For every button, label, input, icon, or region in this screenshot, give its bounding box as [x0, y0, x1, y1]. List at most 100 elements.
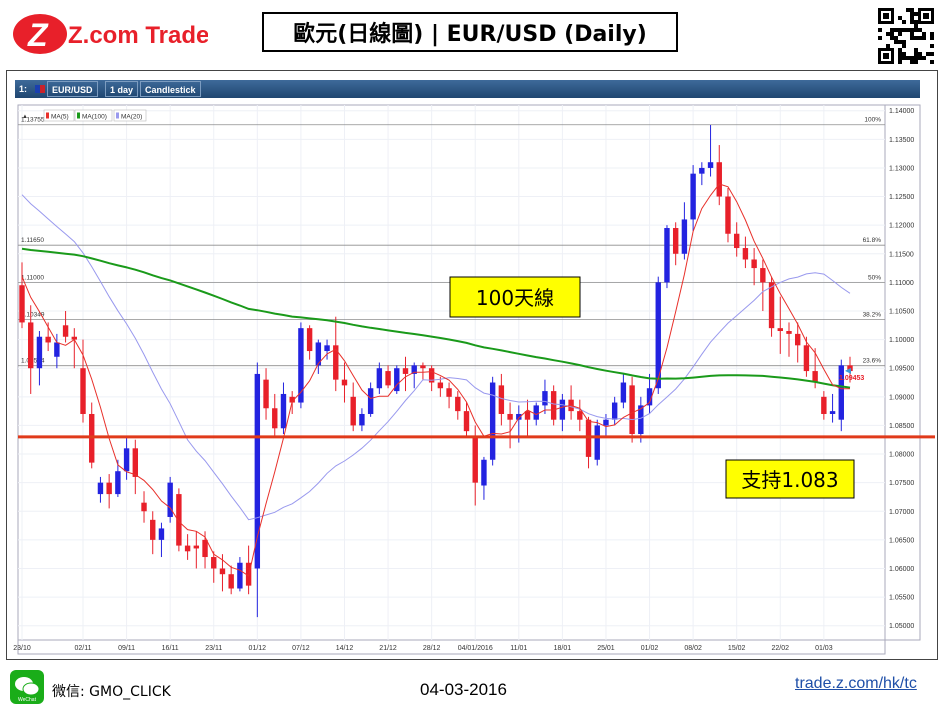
fib-percent-label: 23.6%: [863, 358, 882, 365]
qr-code[interactable]: [878, 8, 934, 64]
candle-body: [411, 365, 417, 374]
ma20-line: [21, 194, 851, 521]
candle-body: [455, 396, 461, 412]
candle-body: [202, 539, 208, 558]
candle-body: [803, 345, 810, 372]
candle-body: [62, 325, 69, 337]
candle-body: [141, 502, 147, 512]
candle-body: [367, 388, 374, 414]
candle-body: [306, 328, 313, 352]
wechat-id: 微信: GMO_CLICK: [52, 684, 171, 700]
x-tick-label: 22/02: [772, 645, 790, 652]
legend-collapse-icon: ▲: [22, 114, 28, 120]
candle-body: [237, 562, 243, 589]
candle-body: [280, 393, 287, 429]
legend-swatch: [46, 112, 49, 119]
candle-body: [341, 379, 348, 386]
candle-body: [167, 482, 173, 517]
logo-text: Z.com Trade: [68, 22, 208, 49]
x-tick-label: 18/01: [554, 645, 572, 652]
candle-body: [184, 545, 191, 552]
y-tick-label: 1.12000: [889, 223, 914, 230]
x-tick-label: 28/12: [423, 645, 441, 652]
candle-body: [594, 425, 600, 460]
y-tick-label: 1.13000: [889, 165, 914, 172]
fib-percent-label: 38.2%: [863, 312, 882, 319]
x-tick-label: 07/12: [292, 645, 310, 652]
y-tick-label: 1.08500: [889, 423, 914, 430]
candle-body: [315, 342, 322, 366]
candle-body: [498, 385, 505, 414]
legend-label: MA(5): [51, 114, 69, 121]
candle-body: [821, 396, 827, 414]
candle-body: [672, 228, 679, 254]
candle-body: [681, 219, 688, 254]
candle-body: [463, 411, 470, 432]
candle-body: [777, 328, 783, 332]
candle-body: [489, 382, 496, 460]
candle-body: [655, 282, 661, 389]
candle-body: [533, 405, 539, 420]
y-tick-label: 1.10500: [889, 308, 914, 315]
candle-body: [263, 379, 269, 409]
candle-body: [829, 411, 836, 414]
y-tick-label: 1.06000: [889, 566, 914, 573]
price-axis-area: [884, 104, 921, 641]
candle-body: [812, 371, 818, 383]
chart-frame: [6, 70, 938, 660]
website-link[interactable]: trade.z.com/hk/tc: [795, 675, 917, 692]
support-annotation-box: [725, 459, 855, 499]
candle-body: [664, 228, 670, 283]
candle-body: [298, 328, 304, 403]
candle-body: [359, 413, 365, 426]
candle-body: [524, 411, 531, 420]
x-tick-label: 09/11: [118, 645, 135, 652]
y-tick-label: 1.11500: [889, 251, 914, 258]
candle-body: [699, 167, 705, 174]
legend-label: MA(20): [121, 114, 142, 121]
candle-body: [611, 402, 618, 420]
candle-body: [385, 371, 391, 386]
x-tick-label: 08/02: [684, 645, 702, 652]
legend-item: MA(5): [43, 109, 75, 122]
fib-price-label: 1.13755: [21, 117, 45, 124]
candle-body: [420, 365, 426, 369]
candle-body: [847, 365, 853, 372]
x-tick-label: 04/01/2016: [458, 645, 493, 652]
wechat-icon[interactable]: WeChat: [10, 670, 44, 704]
ma100-annotation-label: 100天線: [476, 286, 554, 310]
legend-item: MA(100): [74, 109, 113, 122]
candle-body: [45, 336, 51, 343]
candle-body: [507, 413, 513, 420]
y-tick-label: 1.08000: [889, 452, 914, 459]
support-annotation: 支持1.083: [725, 459, 855, 499]
candle-body: [272, 408, 278, 429]
candle-body: [559, 399, 566, 420]
candle-body: [795, 333, 801, 346]
x-tick-label: 01/12: [249, 645, 267, 652]
candle-body: [725, 196, 731, 234]
candle-body: [603, 419, 609, 426]
legend-label: MA(100): [82, 114, 107, 121]
plot-area: [17, 104, 886, 641]
symbol-tab[interactable]: EUR/USD: [47, 81, 98, 97]
chart-type-tab[interactable]: Candlestick: [140, 81, 201, 97]
y-tick-label: 1.10000: [889, 337, 914, 344]
candle-body: [97, 482, 104, 495]
x-tick-label: 16/11: [162, 645, 179, 652]
candle-body: [350, 396, 356, 426]
x-tick-label: 25/01: [597, 645, 615, 652]
candle-body: [516, 413, 522, 420]
y-tick-label: 1.07000: [889, 509, 914, 516]
candle-body: [71, 336, 77, 340]
candle-body: [394, 368, 400, 392]
fib-percent-label: 50%: [868, 274, 881, 281]
ma100-annotation-box: [449, 276, 581, 318]
candle-body: [289, 396, 295, 403]
support-annotation-label: 支持1.083: [741, 468, 838, 492]
zcom-trade-logo: Z Z.com Trade: [13, 14, 208, 54]
x-tick-label: 21/12: [379, 645, 397, 652]
chart-toolbar: 1: EUR/USD 1 day Candlestick: [15, 80, 920, 98]
timeframe-tab[interactable]: 1 day: [105, 81, 139, 97]
candle-body: [115, 471, 121, 495]
